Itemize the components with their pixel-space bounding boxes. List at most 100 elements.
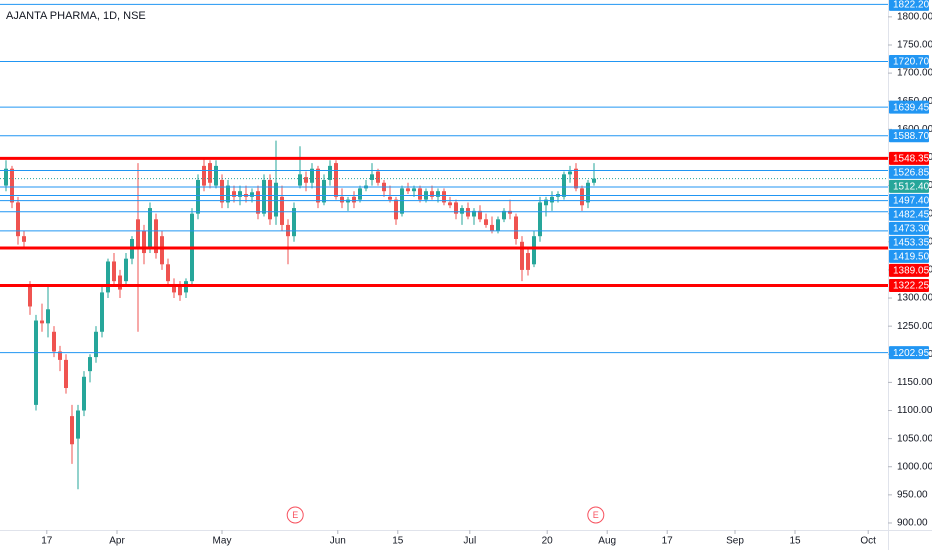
level-label: 1453.35	[893, 238, 930, 249]
candle-body	[358, 188, 362, 200]
level-label: 1720.70	[893, 57, 930, 68]
candle-body	[442, 191, 446, 203]
y-tick-label: 1250.00	[897, 321, 932, 332]
y-tick-label: 950.00	[897, 489, 928, 500]
level-label-bg	[889, 129, 929, 143]
level-label: 1202.95	[893, 348, 930, 359]
y-tick-label: 1750.00	[897, 40, 932, 51]
x-tick-label: 15	[392, 536, 404, 547]
level-label: 1419.50	[893, 252, 930, 263]
candle-body	[418, 188, 422, 200]
candle-body	[496, 219, 500, 231]
level-label: 1639.45	[893, 102, 930, 113]
candle-body	[94, 331, 98, 358]
level-label-bg	[889, 151, 929, 165]
candle-body	[40, 320, 44, 324]
candle-body	[88, 357, 92, 372]
x-tick-label: 20	[542, 536, 554, 547]
candle-body	[544, 199, 548, 206]
level-label-bg	[889, 221, 929, 235]
candle-body	[178, 286, 182, 296]
candle-body	[580, 188, 584, 206]
candle-body	[436, 191, 440, 197]
candle-body	[172, 283, 176, 293]
candle-body	[352, 196, 356, 203]
x-tick-label: Aug	[598, 536, 616, 547]
candle-body	[100, 292, 104, 332]
candle-body	[454, 202, 458, 214]
candle-body	[82, 376, 86, 411]
candle-body	[238, 191, 242, 197]
candle-body	[256, 191, 260, 214]
x-tick-label: 17	[662, 536, 674, 547]
candle-body	[220, 179, 224, 203]
candle-body	[592, 178, 596, 183]
candle-body	[142, 230, 146, 254]
level-label-bg	[889, 235, 929, 249]
candle-body	[22, 236, 26, 242]
level-label-bg	[889, 249, 929, 263]
event-label: E	[593, 510, 599, 520]
candle-body	[70, 416, 74, 445]
candle-body	[250, 192, 254, 197]
level-label: 1548.35	[893, 154, 930, 165]
candle-body	[4, 168, 8, 186]
candle-body	[124, 258, 128, 282]
candle-body	[64, 359, 68, 389]
level-label-bg	[889, 0, 929, 11]
candle-body	[10, 168, 14, 203]
x-tick-label: Jul	[463, 536, 476, 547]
candle-body	[538, 202, 542, 237]
level-label: 1588.70	[893, 131, 930, 142]
candle-body	[328, 165, 332, 180]
candle-body	[16, 202, 20, 237]
y-tick-label: 1800.00	[897, 12, 932, 23]
candle-body	[586, 182, 590, 203]
y-tick-label: 1050.00	[897, 433, 932, 444]
candle-body	[490, 224, 494, 231]
candle-body	[136, 219, 140, 248]
level-label: 1512.40	[893, 182, 930, 193]
candle-body	[310, 168, 314, 183]
candle-body	[148, 208, 152, 248]
level-label-bg	[889, 346, 929, 360]
candle-body	[118, 275, 122, 290]
x-tick-label: 17	[41, 536, 53, 547]
candle-body	[316, 168, 320, 203]
level-label-bg	[889, 179, 929, 193]
event-label: E	[292, 510, 298, 520]
candle-body	[292, 208, 296, 237]
candle-body	[460, 208, 464, 214]
candle-body	[226, 185, 230, 203]
candle-body	[472, 210, 476, 217]
x-tick-label: Jun	[330, 536, 346, 547]
candle-body	[370, 174, 374, 180]
level-label-bg	[889, 100, 929, 114]
level-label: 1322.25	[893, 281, 930, 292]
candle-body	[562, 174, 566, 197]
level-label-bg	[889, 165, 929, 179]
candle-body	[214, 165, 218, 186]
candle-body	[46, 309, 50, 324]
candle-body	[34, 320, 38, 405]
x-tick-label: Apr	[109, 536, 125, 547]
candle-body	[520, 241, 524, 270]
candle-body	[502, 210, 506, 220]
level-label: 1497.40	[893, 196, 930, 207]
level-label: 1389.05	[893, 266, 930, 277]
candle-body	[166, 264, 170, 282]
candle-body	[394, 199, 398, 220]
candle-body	[484, 219, 488, 225]
level-label-bg	[889, 54, 929, 68]
y-tick-label: 900.00	[897, 518, 928, 529]
candle-body	[106, 261, 110, 293]
y-tick-label: 1000.00	[897, 461, 932, 472]
candle-body	[202, 165, 206, 186]
level-label-bg	[889, 263, 929, 277]
y-tick-label: 1300.00	[897, 293, 932, 304]
candle-body	[274, 182, 278, 217]
candle-body	[334, 163, 338, 197]
candle-body	[160, 236, 164, 265]
